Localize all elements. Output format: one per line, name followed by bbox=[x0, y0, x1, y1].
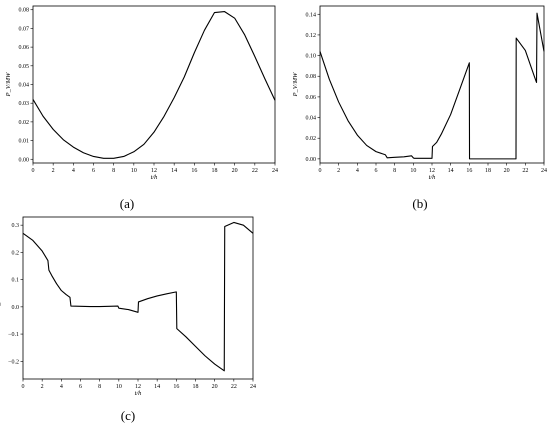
x-tick-label: 8 bbox=[112, 168, 115, 174]
x-tick-label: 4 bbox=[60, 384, 63, 390]
x-axis-label: t/h bbox=[429, 174, 436, 181]
y-tick-label: 0.08 bbox=[306, 74, 317, 80]
x-axis-label: t/h bbox=[135, 390, 142, 397]
series-line bbox=[22, 221, 254, 372]
y-tick-label: 0.02 bbox=[306, 136, 317, 142]
panel-label: (c) bbox=[121, 408, 135, 423]
x-tick-label: 14 bbox=[171, 168, 177, 174]
y-tick-label: 0.3 bbox=[12, 223, 20, 229]
x-tick-label: 10 bbox=[116, 384, 122, 390]
x-tick-label: 24 bbox=[541, 168, 547, 174]
x-tick-label: 2 bbox=[41, 384, 44, 390]
y-tick-label: 0.14 bbox=[306, 12, 317, 18]
plot-frame bbox=[22, 216, 254, 380]
y-axis-label: P_V/MW bbox=[5, 72, 12, 97]
y-tick-label: 0.1 bbox=[12, 278, 20, 284]
series-line bbox=[32, 11, 276, 159]
x-tick-label: 12 bbox=[151, 168, 157, 174]
x-tick-label: 18 bbox=[485, 168, 491, 174]
x-tick-label: 24 bbox=[272, 168, 278, 174]
y-tick-label: 0.04 bbox=[19, 83, 30, 89]
y-tick-label: 0.00 bbox=[306, 157, 317, 163]
panel-b-line-chart: 0 2 4 6 8 10 12 14 16 18 20 22 240.000.020.040.060.0… bbox=[292, 5, 547, 211]
series-line bbox=[319, 12, 545, 160]
x-tick-label: 18 bbox=[212, 168, 218, 174]
x-tick-label: 22 bbox=[231, 384, 237, 390]
x-tick-label: 0 bbox=[319, 168, 322, 174]
x-tick-label: 6 bbox=[375, 168, 378, 174]
x-tick-label: 4 bbox=[356, 168, 359, 174]
x-tick-label: 12 bbox=[135, 384, 141, 390]
x-tick-label: 14 bbox=[154, 384, 160, 390]
y-tick-label: 0.0 bbox=[12, 305, 20, 311]
x-tick-label: 0 bbox=[22, 384, 25, 390]
plot-frame bbox=[319, 5, 545, 164]
panel-label: (b) bbox=[412, 196, 427, 211]
y-tick-label: 0.05 bbox=[19, 64, 30, 70]
y-axis-label: P_V/MW bbox=[292, 72, 299, 97]
y-tick-label: −0.2 bbox=[8, 359, 19, 365]
x-axis-label: t/h bbox=[151, 174, 158, 181]
y-tick-label: 0.03 bbox=[19, 101, 30, 107]
plot-frame bbox=[32, 5, 276, 164]
x-tick-label: 8 bbox=[98, 384, 101, 390]
x-tick-label: 6 bbox=[92, 168, 95, 174]
y-tick-label: 0.02 bbox=[19, 120, 30, 126]
x-tick-label: 6 bbox=[79, 384, 82, 390]
x-tick-label: 20 bbox=[212, 384, 218, 390]
x-tick-label: 4 bbox=[72, 168, 75, 174]
y-tick-label: 0.10 bbox=[306, 54, 317, 60]
x-tick-label: 10 bbox=[410, 168, 416, 174]
x-tick-label: 20 bbox=[504, 168, 510, 174]
x-tick-label: 24 bbox=[250, 384, 256, 390]
x-tick-label: 2 bbox=[337, 168, 340, 174]
x-tick-label: 18 bbox=[193, 384, 199, 390]
panel-c-line-chart: 0 2 4 6 8 10 12 14 16 18 20 22 24−0.2−0.10.00.10.20.… bbox=[0, 216, 256, 423]
x-tick-label: 14 bbox=[448, 168, 454, 174]
y-tick-label: 0.12 bbox=[306, 33, 317, 39]
x-tick-label: 22 bbox=[252, 168, 258, 174]
panel-label: (a) bbox=[120, 196, 134, 211]
panel-a-line-chart: 0 2 4 6 8 10 12 14 16 18 20 22 240.000.010.020.030.0… bbox=[5, 5, 278, 211]
x-tick-label: 16 bbox=[173, 384, 179, 390]
x-tick-label: 16 bbox=[191, 168, 197, 174]
x-tick-label: 10 bbox=[131, 168, 137, 174]
x-tick-label: 16 bbox=[466, 168, 472, 174]
x-tick-label: 0 bbox=[32, 168, 35, 174]
y-axis-label: P_V/MW bbox=[0, 286, 2, 311]
y-tick-label: 0.01 bbox=[19, 139, 30, 145]
y-tick-label: 0.06 bbox=[19, 45, 30, 51]
y-tick-label: 0.2 bbox=[12, 250, 20, 256]
x-tick-label: 12 bbox=[429, 168, 435, 174]
x-tick-label: 22 bbox=[522, 168, 528, 174]
y-tick-label: 0.04 bbox=[306, 116, 317, 122]
y-tick-label: 0.06 bbox=[306, 95, 317, 101]
x-tick-label: 8 bbox=[393, 168, 396, 174]
y-tick-label: 0.00 bbox=[19, 157, 30, 163]
y-tick-label: 0.08 bbox=[19, 8, 30, 14]
x-tick-label: 20 bbox=[232, 168, 238, 174]
y-tick-label: −0.1 bbox=[8, 332, 19, 338]
x-tick-label: 2 bbox=[52, 168, 55, 174]
y-tick-label: 0.07 bbox=[19, 26, 30, 32]
